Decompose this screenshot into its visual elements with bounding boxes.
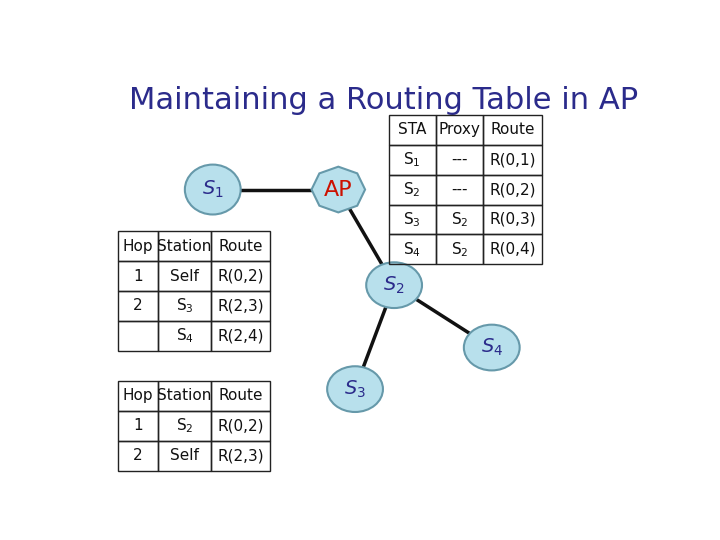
Bar [389, 145, 436, 174]
Text: Station: Station [158, 388, 212, 403]
Text: S$_2$: S$_2$ [451, 210, 469, 229]
Text: 1: 1 [133, 268, 143, 284]
Text: Route: Route [490, 122, 535, 137]
Bar [483, 174, 542, 205]
Bar [118, 261, 158, 291]
Text: Station: Station [158, 239, 212, 254]
Text: Route: Route [218, 239, 263, 254]
Text: S$_3$: S$_3$ [344, 379, 366, 400]
Text: S$_4$: S$_4$ [403, 240, 421, 259]
Text: S$_3$: S$_3$ [403, 210, 421, 229]
Bar [389, 234, 436, 265]
Bar [483, 114, 542, 145]
Text: ---: --- [451, 152, 468, 167]
Bar [158, 261, 211, 291]
Polygon shape [312, 167, 365, 212]
Bar [211, 321, 270, 351]
Bar [158, 381, 211, 411]
Bar [483, 145, 542, 174]
Bar [436, 234, 483, 265]
Text: R(2,3): R(2,3) [217, 299, 264, 313]
Text: R(0,1): R(0,1) [490, 152, 536, 167]
Text: R(0,2): R(0,2) [217, 418, 264, 433]
Bar [118, 411, 158, 441]
Bar [118, 441, 158, 471]
Text: S$_2$: S$_2$ [403, 180, 421, 199]
Ellipse shape [327, 366, 383, 412]
Text: 2: 2 [133, 299, 143, 313]
Text: Proxy: Proxy [438, 122, 481, 137]
Ellipse shape [464, 325, 520, 370]
Text: R(0,2): R(0,2) [490, 182, 536, 197]
Text: S$_2$: S$_2$ [176, 416, 194, 435]
Bar [389, 114, 436, 145]
Bar [118, 321, 158, 351]
Bar [158, 321, 211, 351]
Text: 1: 1 [133, 418, 143, 433]
Text: S$_3$: S$_3$ [176, 296, 194, 315]
Text: S$_2$: S$_2$ [383, 274, 405, 296]
Text: Self: Self [170, 268, 199, 284]
Text: STA: STA [398, 122, 426, 137]
Text: Route: Route [218, 388, 263, 403]
Bar [483, 234, 542, 265]
Text: S$_4$: S$_4$ [480, 337, 503, 358]
Bar [211, 381, 270, 411]
Ellipse shape [185, 165, 240, 214]
Bar [211, 291, 270, 321]
Bar [158, 441, 211, 471]
Bar [436, 114, 483, 145]
Text: ---: --- [451, 182, 468, 197]
Text: R(2,3): R(2,3) [217, 448, 264, 463]
Bar [483, 205, 542, 234]
Bar [158, 231, 211, 261]
Bar [211, 441, 270, 471]
Text: AP: AP [324, 179, 353, 200]
Bar [118, 291, 158, 321]
Bar [158, 291, 211, 321]
Bar [389, 205, 436, 234]
Bar [118, 381, 158, 411]
Bar [211, 411, 270, 441]
Bar [158, 411, 211, 441]
Text: S$_2$: S$_2$ [451, 240, 469, 259]
Text: S$_1$: S$_1$ [403, 150, 421, 169]
Bar [389, 174, 436, 205]
Text: S$_1$: S$_1$ [202, 179, 224, 200]
Text: Maintaining a Routing Table in AP: Maintaining a Routing Table in AP [129, 85, 638, 114]
Text: S$_4$: S$_4$ [176, 327, 194, 345]
Text: 2: 2 [133, 448, 143, 463]
Text: Hop: Hop [122, 239, 153, 254]
Text: Hop: Hop [122, 388, 153, 403]
Text: R(0,3): R(0,3) [490, 212, 536, 227]
Bar [118, 231, 158, 261]
Text: R(0,2): R(0,2) [217, 268, 264, 284]
Bar [436, 174, 483, 205]
Bar [436, 145, 483, 174]
Text: Self: Self [170, 448, 199, 463]
Bar [436, 205, 483, 234]
Ellipse shape [366, 262, 422, 308]
Bar [211, 261, 270, 291]
Text: R(0,4): R(0,4) [490, 242, 536, 257]
Text: R(2,4): R(2,4) [217, 328, 264, 343]
Bar [211, 231, 270, 261]
